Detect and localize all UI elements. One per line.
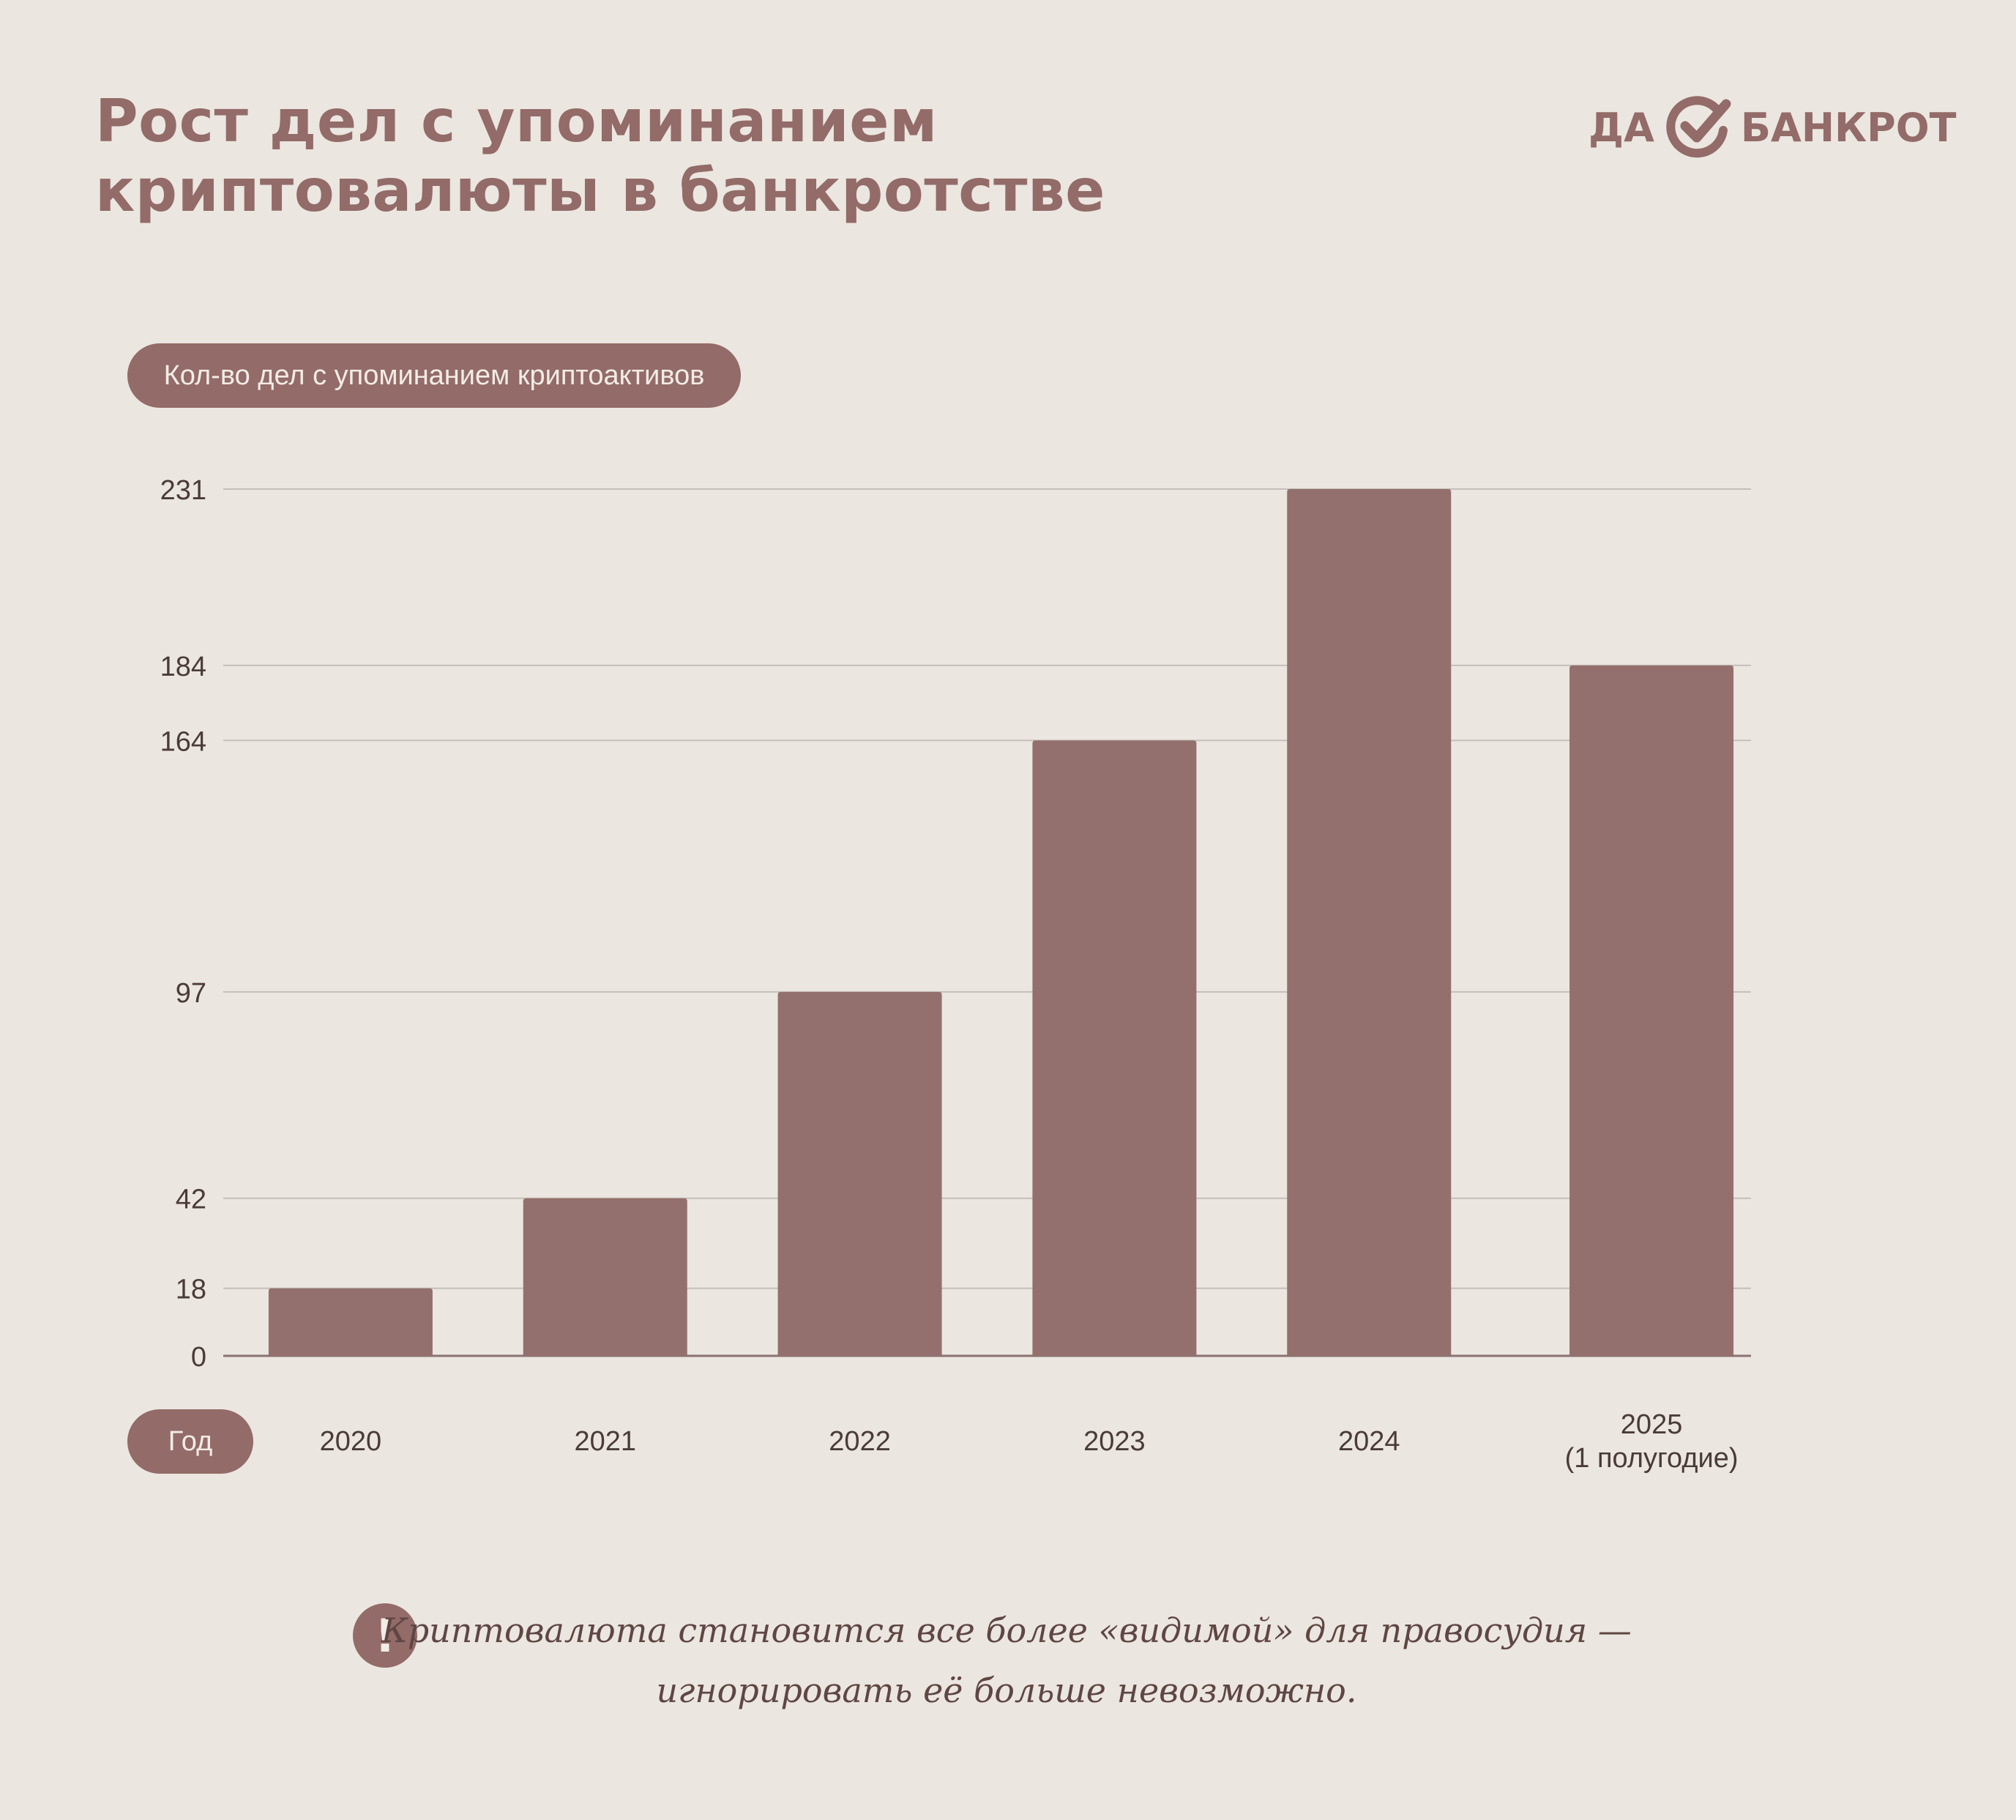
x-tick-label: 2025	[1621, 1409, 1683, 1440]
footnote: Криптовалюта становится все более «видим…	[351, 1600, 1662, 1720]
bar	[268, 1288, 433, 1356]
logo-left-text: ДА	[1588, 104, 1654, 151]
y-axis-label: Кол-во дел с упоминанием криптоактивов	[127, 343, 741, 408]
y-tick-label: 42	[176, 1185, 206, 1215]
x-tick-label: 2022	[829, 1426, 891, 1457]
y-tick-label: 164	[160, 726, 206, 757]
x-tick-label: (1 полугодие)	[1565, 1443, 1739, 1474]
x-axis-label: Год	[127, 1409, 253, 1474]
check-circle-icon	[1666, 96, 1731, 158]
bar	[1287, 489, 1452, 1356]
logo-right-text: БАНКРОТ	[1740, 104, 1957, 151]
page-title: Рост дел с упоминанием криптовалюты в ба…	[95, 86, 1105, 225]
x-tick-label: 2021	[574, 1426, 636, 1457]
y-tick-label: 184	[160, 652, 206, 682]
bar	[777, 991, 942, 1356]
y-tick-label: 231	[160, 475, 206, 506]
brand-logo: ДА БАНКРОТ	[1588, 91, 1957, 164]
bar	[1569, 665, 1734, 1356]
y-tick-label: 0	[191, 1342, 206, 1373]
footnote-line-2: игнорировать её больше невозможно.	[656, 1671, 1357, 1710]
title-line-2: криптовалюты в банкротстве	[95, 157, 1105, 225]
bar	[523, 1198, 687, 1356]
y-tick-label: 18	[176, 1275, 206, 1305]
exclamation-icon: !	[353, 1603, 417, 1668]
x-tick-label: 2020	[320, 1426, 382, 1457]
y-tick-label: 97	[176, 978, 206, 1009]
bar-chart: 0 18 42 97 164 184 231 2020 2021 2022 2023 2024 2025…	[160, 475, 1751, 1474]
bar	[1032, 740, 1197, 1356]
footnote-line-1: Криптовалюта становится все более «видим…	[381, 1611, 1632, 1650]
x-tick-label: 2023	[1083, 1426, 1146, 1457]
title-line-1: Рост дел с упоминанием	[95, 87, 938, 155]
x-tick-label: 2024	[1338, 1426, 1400, 1457]
